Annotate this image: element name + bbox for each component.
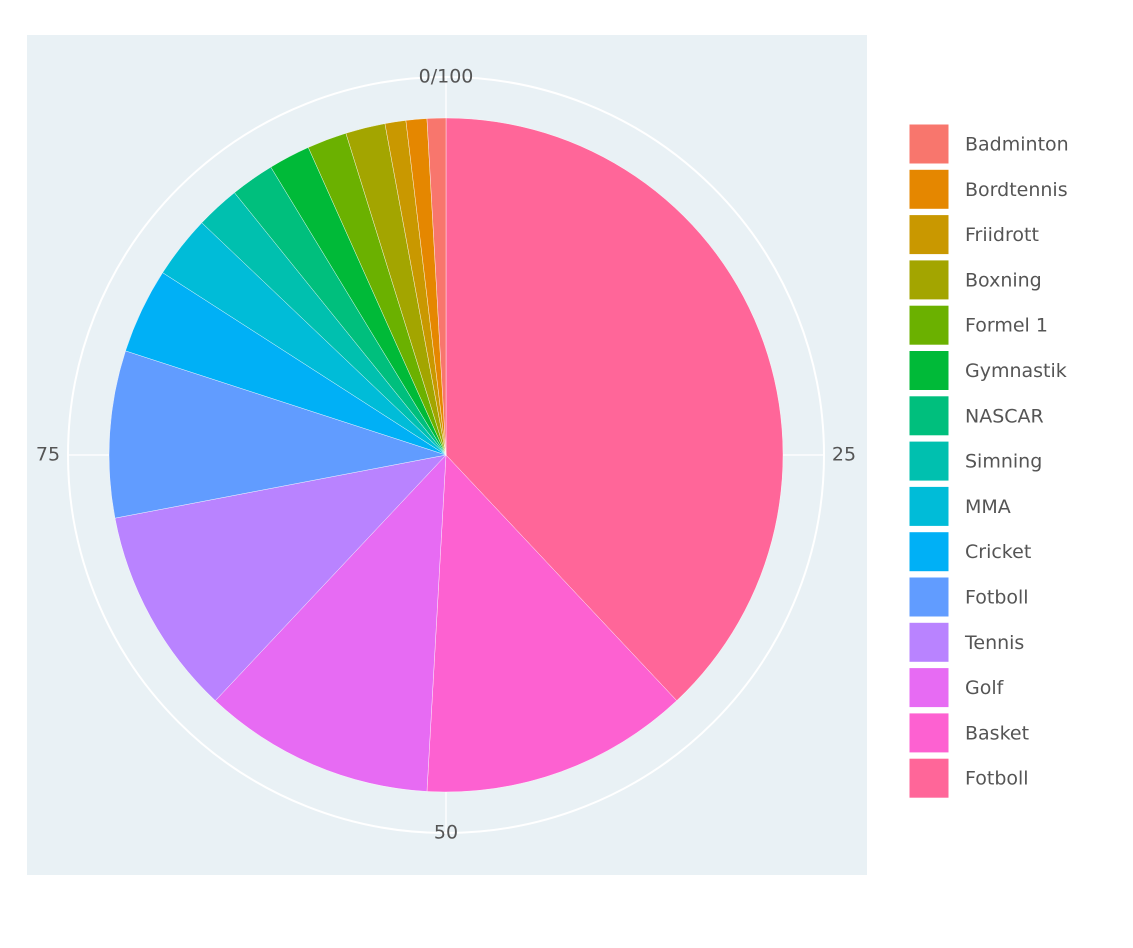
pie-slice xyxy=(215,454,447,792)
legend-swatch xyxy=(908,576,950,618)
legend-label: Golf xyxy=(965,677,1005,699)
pie-slice xyxy=(445,117,784,701)
legend-swatch xyxy=(908,621,950,663)
legend-label: Fotboll xyxy=(965,587,1029,609)
legend-swatch xyxy=(908,395,950,437)
angular-tick-label: 75 xyxy=(36,444,60,466)
legend-label: Badminton xyxy=(965,134,1069,156)
legend-label: MMA xyxy=(965,496,1011,518)
angular-tick-label: 25 xyxy=(832,444,856,466)
legend-swatch xyxy=(908,214,950,256)
legend-label: Basket xyxy=(965,722,1029,744)
legend-label: Friidrott xyxy=(965,224,1039,246)
legend-swatch xyxy=(908,168,950,210)
legend-swatch xyxy=(908,304,950,346)
pie-slice xyxy=(108,350,447,519)
legend-label: Tennis xyxy=(964,632,1024,654)
pie-slice xyxy=(114,454,447,701)
legend-swatch xyxy=(908,757,950,799)
angular-tick-label: 50 xyxy=(434,822,458,844)
angular-tick-label: 0/100 xyxy=(419,66,474,88)
legend-swatch xyxy=(908,350,950,391)
legend-swatch xyxy=(908,259,950,301)
legend-label: Bordtennis xyxy=(965,179,1068,201)
legend-label: Simning xyxy=(965,451,1042,473)
legend-swatch xyxy=(908,485,950,527)
legend-swatch xyxy=(908,123,950,165)
legend-label: Formel 1 xyxy=(965,315,1048,337)
legend-label: Boxning xyxy=(965,269,1042,291)
legend-swatch xyxy=(908,667,950,709)
legend-label: Cricket xyxy=(965,541,1031,563)
pie-slice xyxy=(426,454,677,793)
legend-swatch xyxy=(908,531,950,573)
legend-label: Gymnastik xyxy=(965,360,1067,382)
legend-label: NASCAR xyxy=(965,405,1044,427)
pie-slice xyxy=(426,117,447,456)
legend-swatch xyxy=(908,712,950,754)
legend-swatch xyxy=(908,440,950,482)
legend-label: Fotboll xyxy=(965,768,1029,790)
